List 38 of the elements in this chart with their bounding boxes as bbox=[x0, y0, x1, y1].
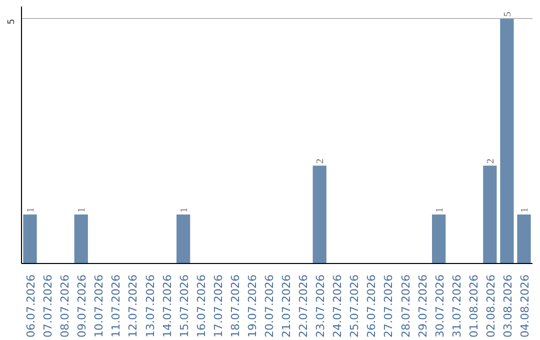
data-label: 1 bbox=[434, 208, 446, 213]
x-tick-label: 17.07.2026 bbox=[212, 274, 225, 338]
x-tick-label: 30.07.2026 bbox=[433, 274, 446, 338]
x-tick-label: 20.07.2026 bbox=[262, 274, 276, 338]
x-tick-label: 25.07.2026 bbox=[348, 274, 362, 338]
data-label: 1 bbox=[26, 208, 37, 213]
x-tick-label: 10.07.2026 bbox=[92, 274, 106, 338]
x-tick-label: 02.08.2026 bbox=[484, 274, 498, 338]
x-tick-label: 18.07.2026 bbox=[228, 274, 242, 338]
x-tick-label: 19.07.2026 bbox=[246, 274, 259, 338]
x-tick-label: 09.07.2026 bbox=[76, 274, 89, 338]
x-tick-label: 27.07.2026 bbox=[382, 274, 396, 338]
x-tick-label: 28.07.2026 bbox=[399, 274, 412, 338]
data-label: 1 bbox=[76, 208, 88, 213]
x-tick-label: 31.07.2026 bbox=[450, 274, 464, 338]
data-label: 1 bbox=[178, 208, 190, 213]
data-label: 5 bbox=[502, 12, 514, 17]
x-tick-label: 13.07.2026 bbox=[144, 274, 157, 338]
data-label: 1 bbox=[519, 208, 530, 213]
x-tick-label: 04.08.2026 bbox=[518, 274, 532, 338]
x-tick-label: 12.07.2026 bbox=[126, 274, 140, 338]
x-tick-label: 29.07.2026 bbox=[416, 274, 430, 338]
x-tick-label: 26.07.2026 bbox=[365, 274, 378, 338]
x-tick-label: 08.07.2026 bbox=[58, 274, 72, 338]
x-tick-label: 15.07.2026 bbox=[178, 274, 191, 338]
x-tick-label: 03.08.2026 bbox=[501, 274, 514, 338]
x-tick-label: 22.07.2026 bbox=[297, 274, 310, 338]
x-tick-label: 16.07.2026 bbox=[194, 274, 208, 338]
data-label: 2 bbox=[485, 158, 496, 164]
data-label: 2 bbox=[315, 158, 326, 164]
x-tick-label: 23.07.2026 bbox=[314, 274, 328, 338]
x-tick-label: 11.07.2026 bbox=[110, 274, 123, 338]
x-tick-label: 06.07.2026 bbox=[24, 274, 38, 338]
x-tick-label: 07.07.2026 bbox=[42, 274, 55, 338]
x-tick-label: 01.08.2026 bbox=[467, 274, 480, 338]
x-tick-label: 14.07.2026 bbox=[160, 274, 174, 338]
x-tick-label: 21.07.2026 bbox=[280, 274, 294, 338]
x-tick-label: 24.07.2026 bbox=[331, 274, 344, 338]
